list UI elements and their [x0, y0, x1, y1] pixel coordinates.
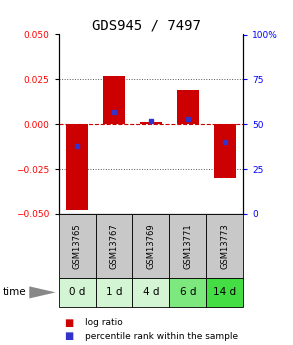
Bar	[59, 278, 96, 307]
Text: log ratio: log ratio	[85, 318, 123, 327]
Bar	[103, 76, 125, 124]
Text: ■: ■	[64, 318, 74, 327]
Text: GSM13767: GSM13767	[110, 223, 118, 269]
Bar	[132, 214, 169, 278]
Bar	[169, 278, 206, 307]
Text: 6 d: 6 d	[180, 287, 196, 297]
Bar	[214, 124, 236, 178]
Text: ■: ■	[64, 332, 74, 341]
Bar	[66, 124, 88, 210]
Text: GSM13769: GSM13769	[146, 223, 155, 269]
Text: 14 d: 14 d	[213, 287, 236, 297]
Text: 4 d: 4 d	[143, 287, 159, 297]
Bar	[206, 214, 243, 278]
Bar	[140, 122, 162, 124]
Text: 0 d: 0 d	[69, 287, 85, 297]
Bar	[132, 278, 169, 307]
Text: GSM13765: GSM13765	[73, 223, 81, 269]
Text: 1 d: 1 d	[106, 287, 122, 297]
Text: percentile rank within the sample: percentile rank within the sample	[85, 332, 238, 341]
Bar	[96, 214, 132, 278]
Bar	[177, 90, 199, 124]
Bar	[206, 278, 243, 307]
Text: GSM13773: GSM13773	[220, 223, 229, 269]
Polygon shape	[29, 286, 56, 298]
Text: GDS945 / 7497: GDS945 / 7497	[92, 19, 201, 33]
Bar	[96, 278, 132, 307]
Bar	[59, 214, 96, 278]
Bar	[169, 214, 206, 278]
Text: time: time	[3, 287, 27, 297]
Text: GSM13771: GSM13771	[183, 223, 192, 269]
